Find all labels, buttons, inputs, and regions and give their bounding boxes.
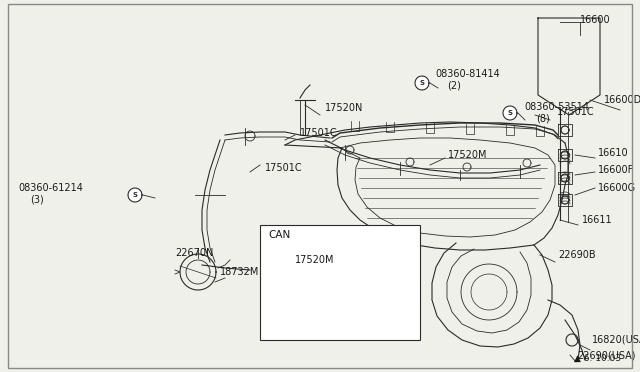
Text: 08360-81414: 08360-81414 bbox=[435, 69, 500, 79]
Text: 16820(USA): 16820(USA) bbox=[592, 335, 640, 345]
Text: 17520M: 17520M bbox=[295, 255, 335, 265]
Text: 16600G: 16600G bbox=[598, 183, 636, 193]
Text: (8): (8) bbox=[536, 114, 550, 124]
Text: 22690(USA): 22690(USA) bbox=[577, 350, 636, 360]
Polygon shape bbox=[503, 106, 517, 120]
Text: S: S bbox=[508, 110, 513, 116]
Text: CAN: CAN bbox=[268, 230, 291, 240]
Text: 18732M: 18732M bbox=[220, 267, 259, 277]
Text: 17501C: 17501C bbox=[300, 128, 338, 138]
Text: S: S bbox=[419, 80, 424, 86]
Text: 16600: 16600 bbox=[580, 15, 611, 25]
Text: 16600D: 16600D bbox=[604, 95, 640, 105]
Polygon shape bbox=[128, 188, 142, 202]
Text: 17520M: 17520M bbox=[448, 150, 488, 160]
Polygon shape bbox=[415, 76, 429, 90]
Text: 16600F: 16600F bbox=[598, 165, 634, 175]
Text: 17501C: 17501C bbox=[265, 163, 303, 173]
Text: 17501C: 17501C bbox=[557, 107, 595, 117]
Text: 22690B: 22690B bbox=[558, 250, 596, 260]
Text: 08360-53514: 08360-53514 bbox=[524, 102, 589, 112]
Text: S: S bbox=[132, 192, 138, 198]
Text: 08360-61214: 08360-61214 bbox=[18, 183, 83, 193]
Text: ▲ 6: 10:03: ▲ 6: 10:03 bbox=[573, 354, 621, 363]
Text: (3): (3) bbox=[30, 195, 44, 205]
Text: 16610: 16610 bbox=[598, 148, 628, 158]
Text: 22670N: 22670N bbox=[175, 248, 213, 258]
Bar bbox=[260, 225, 420, 340]
Text: (2): (2) bbox=[447, 81, 461, 91]
Text: 16611: 16611 bbox=[582, 215, 612, 225]
Text: 17520N: 17520N bbox=[325, 103, 364, 113]
